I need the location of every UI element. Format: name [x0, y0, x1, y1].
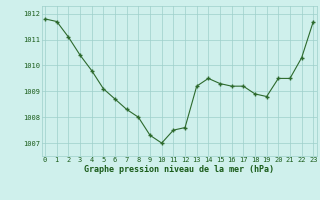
X-axis label: Graphe pression niveau de la mer (hPa): Graphe pression niveau de la mer (hPa)	[84, 165, 274, 174]
